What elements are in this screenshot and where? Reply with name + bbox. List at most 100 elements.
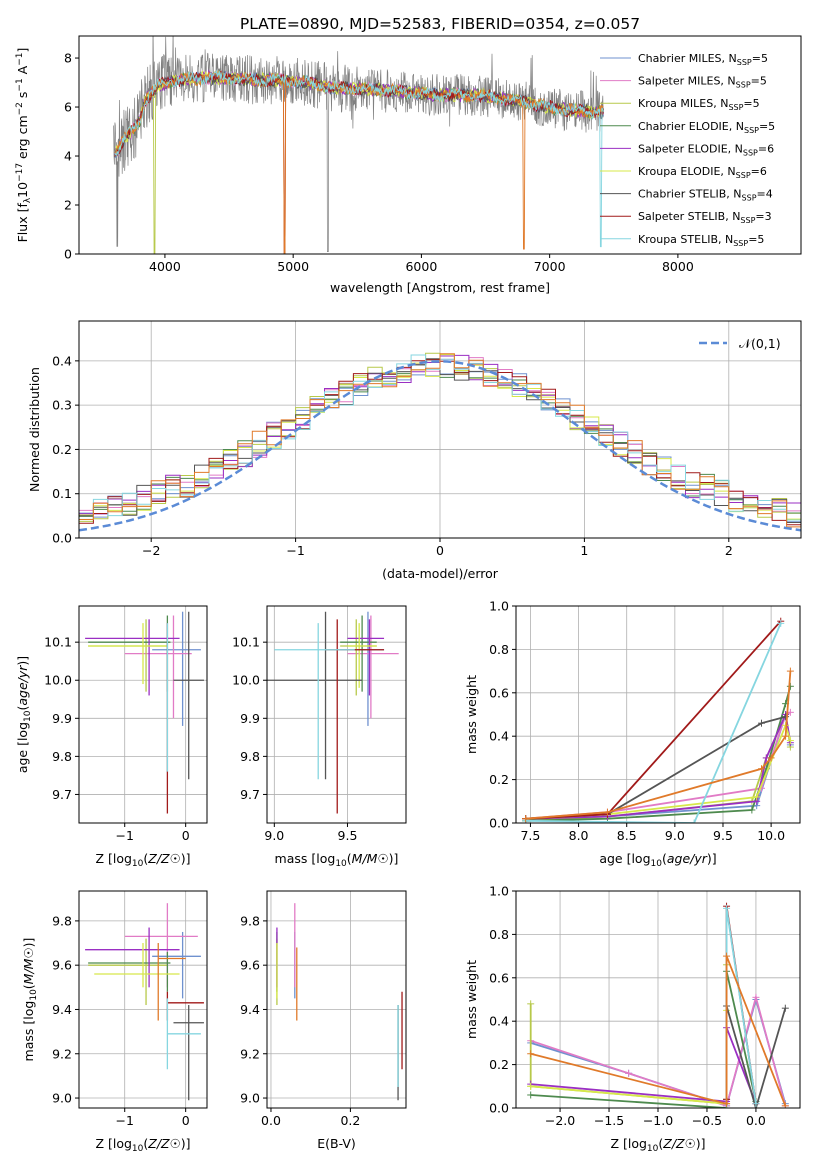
legend-entry: Kroupa STELIB, NSSP=5 <box>638 233 764 248</box>
legend: Chabrier MILES, NSSP=5 Salpeter MILES, NS… <box>600 52 775 248</box>
x-axis-label: Z [log10(Z/Z☉)] <box>610 1136 705 1154</box>
x-tick-label: 9.5 <box>713 828 733 843</box>
x-axis-label: mass [log10(M/M☉)] <box>275 851 399 869</box>
x-axis-label: wavelength [Angstrom, rest frame] <box>330 280 550 295</box>
y-tick-label: 0.2 <box>52 442 72 457</box>
y-tick-label: 9.9 <box>240 711 260 726</box>
y-tick-label: 0.0 <box>52 531 72 546</box>
axes-frame <box>266 605 407 824</box>
y-tick-label: 9.8 <box>52 749 72 764</box>
mass-vs-metallicity-plot: −1 0 9.0 9.2 9.4 9.6 9.8 Z [log10(Z/Z☉)] mass [l… <box>21 890 208 1154</box>
x-axis-label: Z [log10(Z/Z☉)] <box>95 1136 190 1154</box>
plus-marker <box>786 737 794 745</box>
mass-weight-line <box>725 908 757 1108</box>
x-tick-label: 8000 <box>662 259 694 274</box>
y-tick-label: 0 <box>64 247 72 262</box>
x-tick-label: 0 <box>182 1113 190 1128</box>
y-tick-label: 0.4 <box>489 1014 509 1029</box>
x-tick-label: 9.0 <box>264 828 284 843</box>
mass-weight-line <box>525 671 792 820</box>
y-tick-label: 4 <box>64 149 72 164</box>
legend-entry: Kroupa MILES, NSSP=5 <box>638 97 760 112</box>
plus-marker <box>527 1082 535 1090</box>
x-tick-label: 0.0 <box>261 1113 281 1128</box>
x-tick-label: −0.5 <box>692 1113 722 1128</box>
legend-entry: Kroupa ELODIE, NSSP=6 <box>638 165 767 180</box>
x-tick-label: 9.0 <box>665 828 685 843</box>
y-tick-label: 9.4 <box>240 1002 260 1017</box>
y-tick-label: 0.2 <box>489 772 509 787</box>
residuals-plot: −2 −1 0 1 2 0.0 0.1 0.2 0.3 0.4 (data-model)/error… <box>27 320 802 581</box>
x-tick-label: 6000 <box>405 259 437 274</box>
plus-marker <box>781 1004 789 1012</box>
y-tick-label: 1.0 <box>489 599 509 614</box>
plus-marker <box>527 1000 535 1008</box>
axes-frame <box>515 605 801 824</box>
legend-entry: Chabrier MILES, NSSP=5 <box>638 52 768 67</box>
x-tick-label: 0 <box>436 543 444 558</box>
plus-marker <box>522 815 530 823</box>
y-tick-label: 0.0 <box>489 1101 509 1116</box>
x-tick-label: 0 <box>182 828 190 843</box>
plot-area <box>522 617 794 823</box>
axes-frame <box>78 35 802 255</box>
x-tick-label: 8.5 <box>617 828 637 843</box>
mass-weight-line <box>525 620 782 820</box>
x-tick-label: 4000 <box>149 259 181 274</box>
y-tick-label: 9.0 <box>240 1091 260 1106</box>
plus-marker <box>752 1100 760 1108</box>
axes-frame <box>78 890 208 1109</box>
legend: 𝒩(0,1) <box>699 336 781 351</box>
legend-entry: Chabrier STELIB, NSSP=4 <box>638 188 773 203</box>
y-tick-label: 9.8 <box>240 913 260 928</box>
plus-marker <box>690 819 698 823</box>
x-tick-label: 7.5 <box>520 828 540 843</box>
plus-marker <box>748 806 756 814</box>
y-tick-label: 0.6 <box>489 685 509 700</box>
axes-frame <box>266 890 407 1109</box>
x-tick-label: 7000 <box>534 259 566 274</box>
y-tick-label: 2 <box>64 198 72 213</box>
y-tick-label: 0.1 <box>52 486 72 501</box>
y-axis-label: mass weight <box>464 960 479 1039</box>
plot-area <box>79 352 801 538</box>
x-tick-label: −1.0 <box>643 1113 673 1128</box>
y-tick-label: 10.0 <box>44 673 72 688</box>
model-spectrum <box>114 69 604 156</box>
x-axis-label: Z [log10(Z/Z☉)] <box>95 851 190 869</box>
legend-entry: Salpeter STELIB, NSSP=3 <box>638 210 772 225</box>
y-tick-label: 6 <box>64 100 72 115</box>
plus-marker <box>786 682 794 690</box>
y-tick-label: 8 <box>64 51 72 66</box>
y-tick-label: 9.9 <box>52 711 72 726</box>
figure-title: PLATE=0890, MJD=52583, FIBERID=0354, z=0… <box>240 15 640 33</box>
mass-weight-vs-metallicity-plot: −2.0 −1.5 −1.0 −0.5 0.0 0.0 0.2 0.4 0.6 0.8 1.0 Z [… <box>464 884 801 1154</box>
y-axis-label: mass [log10(M/M☉)] <box>21 938 39 1062</box>
mass-weight-line <box>530 1027 757 1105</box>
y-axis-label: Flux [fλ10−17 erg cm−2 s−1 A−1] <box>15 48 33 243</box>
mass-weight-line <box>525 623 782 823</box>
plus-marker <box>757 765 765 773</box>
legend-entry: Chabrier ELODIE, NSSP=5 <box>638 120 775 135</box>
y-axis-label: Normed distribution <box>27 367 42 492</box>
x-tick-label: 10.0 <box>757 828 785 843</box>
x-tick-label: 0.0 <box>746 1113 766 1128</box>
y-tick-label: 9.2 <box>52 1046 72 1061</box>
y-tick-label: 9.2 <box>240 1046 260 1061</box>
plus-marker <box>781 1102 789 1108</box>
x-axis-label: (data-model)/error <box>382 566 499 581</box>
spectrum-plot: 4000 5000 6000 7000 8000 0 2 4 6 8 wavelength [Ang… <box>15 35 802 295</box>
age-vs-metallicity-plot: −1 0 9.7 9.8 9.9 10.0 10.1 Z [log10(Z/Z☉)] age [… <box>15 605 208 869</box>
plot-area <box>276 903 403 1101</box>
mass-weight-line <box>530 955 787 1107</box>
y-tick-label: 9.8 <box>52 913 72 928</box>
grid <box>516 605 800 824</box>
x-tick-label: 5000 <box>277 259 309 274</box>
x-tick-label: 9.5 <box>338 828 358 843</box>
axes-frame <box>78 605 208 824</box>
plus-marker <box>527 1050 535 1058</box>
x-axis-label: E(B-V) <box>317 1136 356 1151</box>
legend-entry: 𝒩(0,1) <box>739 336 781 351</box>
plot-area <box>527 902 789 1108</box>
